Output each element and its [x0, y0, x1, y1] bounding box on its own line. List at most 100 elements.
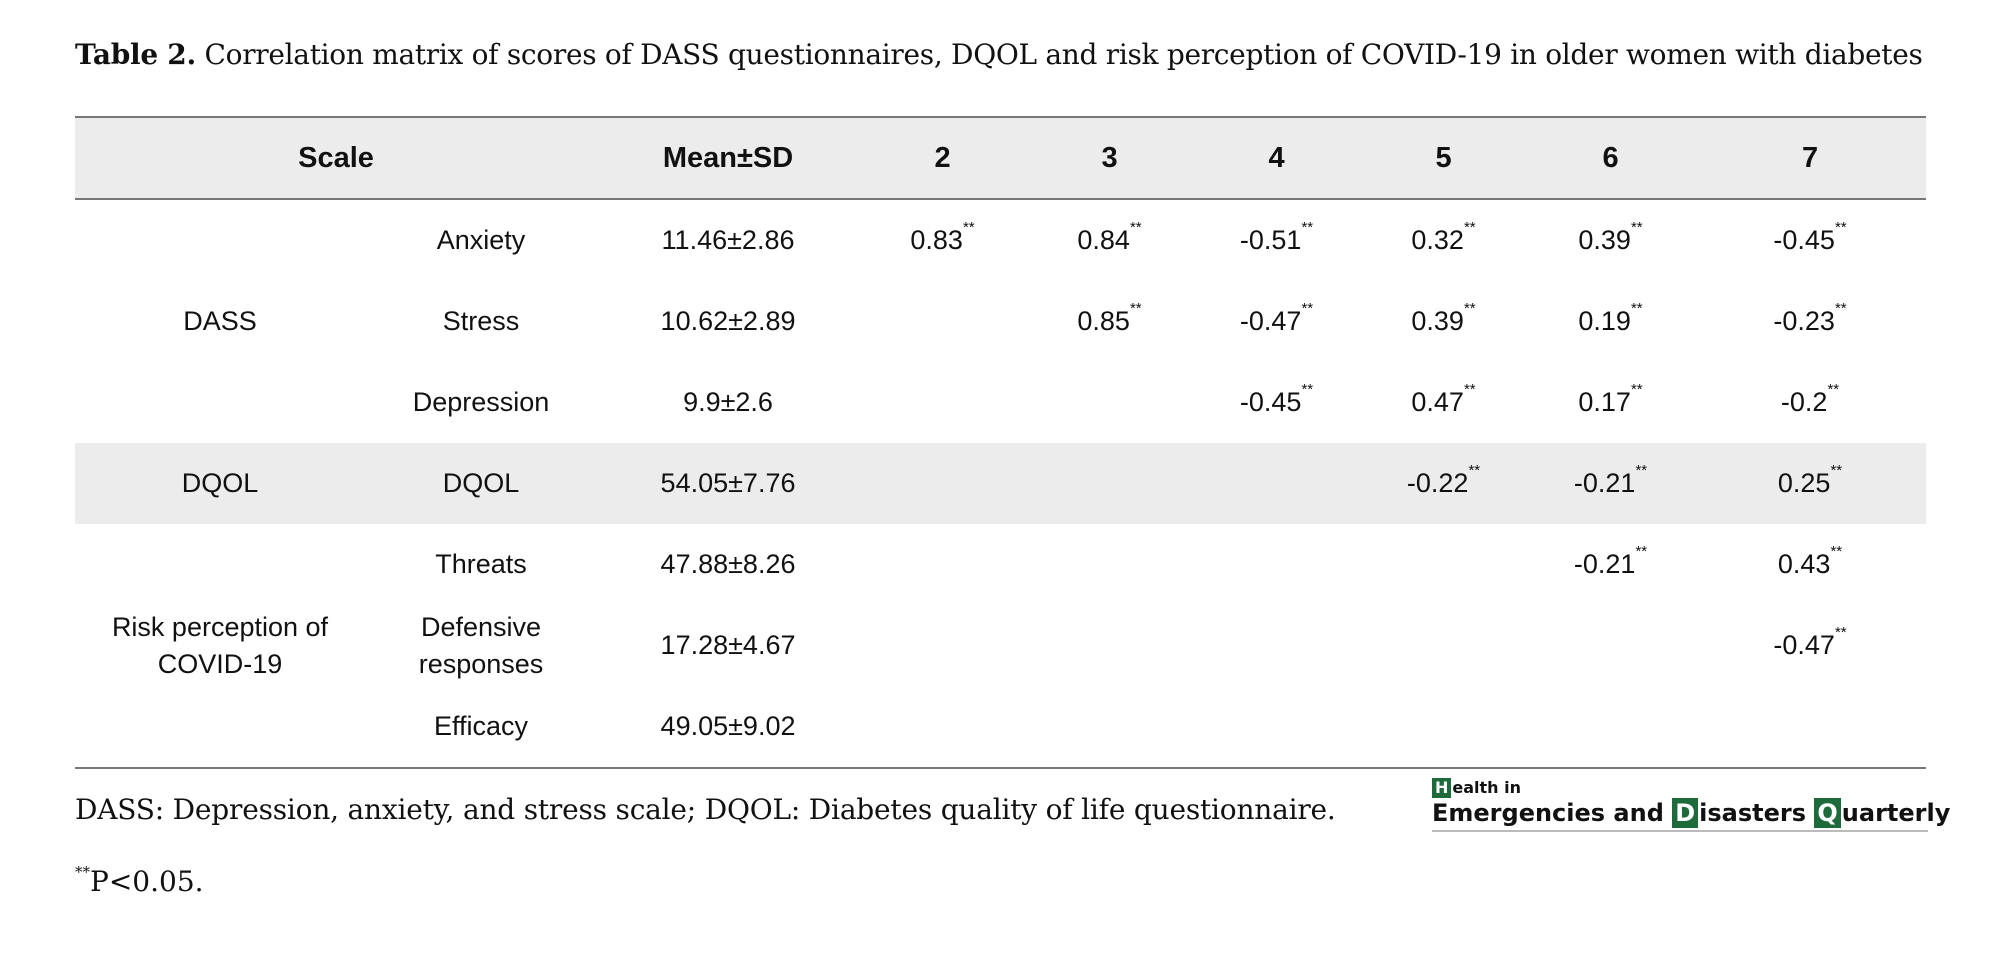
row-scale-name: Threats [435, 549, 527, 580]
correlation-cell: -0.22** [1360, 443, 1527, 524]
correlation-cell: 0.39** [1360, 281, 1527, 362]
correlation-cell: 0.39** [1527, 199, 1694, 281]
row-mean-sd: 9.9±2.6 [683, 387, 773, 418]
correlation-value: 0.39 [1411, 306, 1464, 337]
significance-mark: ** [75, 863, 90, 881]
significance-mark: ** [1630, 300, 1643, 318]
significance-mark: ** [1827, 381, 1840, 399]
significance-mark: ** [1301, 300, 1314, 318]
table-title: Correlation matrix of scores of DASS que… [204, 38, 1923, 71]
table-row: Efficacy 49.05±9.02 [75, 686, 1926, 768]
significance-mark: ** [1834, 624, 1847, 642]
correlation-cell: -0.21** [1527, 524, 1694, 605]
significance-mark: ** [1463, 219, 1476, 237]
correlation-cell [1360, 686, 1527, 768]
abbreviations-footnote: DASS: Depression, anxiety, and stress sc… [75, 793, 1336, 826]
correlation-cell: 0.43** [1694, 524, 1926, 605]
significance-text: P<0.05. [90, 865, 204, 898]
correlation-cell [1527, 686, 1694, 768]
correlation-cell: -0.45** [1694, 199, 1926, 281]
row-scale-name: Depression [412, 387, 550, 418]
table-row: Risk perception of COVID-19 Threats 47.88±… [75, 524, 1926, 678]
correlation-value: 0.32 [1411, 225, 1464, 256]
table-body: DASS Anxiety 11.46±2.86 0.83** 0.84** -0.51**… [75, 199, 1927, 768]
correlation-cell [1026, 443, 1193, 524]
correlation-cell: -0.21** [1527, 443, 1694, 524]
row-mean-sd: 11.46±2.86 [661, 225, 795, 256]
table-label: Table 2. [75, 38, 196, 71]
significance-mark: ** [1129, 300, 1142, 318]
correlation-cell [1026, 524, 1193, 605]
correlation-cell [859, 605, 1026, 686]
logo-word-quarterly: uarterly [1841, 799, 1951, 827]
correlation-cell: -0.47** [1694, 605, 1926, 686]
correlation-cell: 0.32** [1360, 199, 1527, 281]
correlation-cell: -0.2** [1694, 362, 1926, 443]
header-row: Scale Mean±SD 2 3 4 5 6 7 [75, 117, 1927, 199]
correlation-cell [1193, 686, 1360, 768]
correlation-value: -0.47 [1773, 630, 1835, 661]
group-dqol: DQOL [181, 468, 259, 499]
correlation-cell: 0.83** [859, 199, 1026, 281]
correlation-cell [859, 524, 1026, 605]
header-scale: Scale [298, 141, 374, 174]
row-mean-sd: 49.05±9.02 [660, 711, 796, 742]
group-dass: DASS [183, 306, 257, 337]
significance-mark: ** [1630, 381, 1643, 399]
row-scale-name: Defensive responses [418, 612, 544, 679]
table-row: Depression 9.9±2.6 -0.45** 0.47** 0.17** -0.2… [75, 362, 1926, 443]
significance-mark: ** [1463, 381, 1476, 399]
correlation-cell: -0.51** [1193, 199, 1360, 281]
correlation-cell: -0.23** [1694, 281, 1926, 362]
significance-mark: ** [1630, 219, 1643, 237]
correlation-cell: -0.45** [1193, 362, 1360, 443]
logo-initial-h: H [1432, 778, 1452, 798]
significance-mark: ** [1129, 219, 1142, 237]
correlation-cell [1694, 686, 1926, 768]
correlation-value: 0.47 [1411, 387, 1464, 418]
correlation-value: -0.22 [1406, 468, 1469, 499]
correlation-value: -0.21 [1573, 549, 1636, 580]
table-row: Defensive responses 17.28±4.67 -0.47** [75, 605, 1926, 686]
correlation-cell: 0.84** [1026, 199, 1193, 281]
row-mean-sd: 54.05±7.76 [660, 468, 796, 499]
correlation-value: -0.47 [1239, 306, 1302, 337]
correlation-cell: -0.47** [1193, 281, 1360, 362]
correlation-value: 0.43 [1777, 549, 1831, 580]
correlation-value: 0.17 [1578, 387, 1631, 418]
row-scale-name: DQOL [442, 468, 520, 499]
row-mean-sd: 17.28±4.67 [660, 630, 796, 661]
correlation-cell [1193, 443, 1360, 524]
correlation-cell [1527, 605, 1694, 686]
correlation-cell [859, 443, 1026, 524]
significance-mark: ** [1830, 462, 1843, 480]
correlation-value: -0.51 [1239, 225, 1302, 256]
header-col-3: 3 [1101, 141, 1118, 174]
correlation-value: -0.2 [1780, 387, 1828, 418]
logo-line-1-text: ealth in [1452, 778, 1522, 797]
row-scale-name: Stress [442, 306, 520, 337]
header-col-6: 6 [1602, 141, 1619, 174]
significance-mark: ** [1834, 300, 1847, 318]
correlation-cell [1360, 524, 1527, 605]
logo-initial-q: Q [1814, 798, 1841, 828]
significance-mark: ** [1635, 462, 1648, 480]
correlation-cell: 0.85** [1026, 281, 1193, 362]
correlation-value: 0.84 [1077, 225, 1130, 256]
header-col-2: 2 [934, 141, 951, 174]
logo-initial-d: D [1672, 798, 1699, 828]
header-col-5: 5 [1435, 141, 1452, 174]
significance-mark: ** [1301, 381, 1314, 399]
correlation-cell [1193, 524, 1360, 605]
correlation-value: -0.23 [1773, 306, 1835, 337]
correlation-value: 0.39 [1578, 225, 1631, 256]
table-header: Scale Mean±SD 2 3 4 5 6 7 [75, 117, 1927, 199]
significance-mark: ** [1468, 462, 1481, 480]
significance-mark: ** [1463, 300, 1476, 318]
correlation-value: -0.45 [1239, 387, 1302, 418]
correlation-value: 0.19 [1578, 306, 1631, 337]
correlation-cell [859, 362, 1026, 443]
row-scale-name: Anxiety [436, 225, 526, 256]
